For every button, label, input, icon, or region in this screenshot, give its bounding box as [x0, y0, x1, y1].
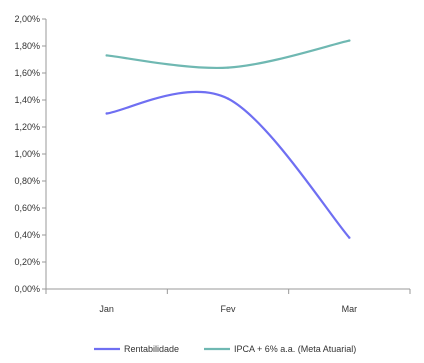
- x-axis: Jan Fev Mar: [45, 288, 411, 314]
- y-tick-label: 0,60%: [14, 203, 40, 213]
- y-tick-label: 0,80%: [14, 176, 40, 186]
- y-tick-label: 1,20%: [14, 122, 40, 132]
- legend: Rentabilidade IPCA + 6% a.a. (Meta Atuari…: [94, 344, 356, 354]
- y-tick-label: 0,40%: [14, 230, 40, 240]
- series-line-1: [106, 90, 351, 239]
- y-tick-label: 0,20%: [14, 257, 40, 267]
- y-tick-label: 1,60%: [14, 68, 40, 78]
- data-point-s2-fev: [226, 66, 230, 69]
- y-tick-label: 1,80%: [14, 41, 40, 51]
- data-point-s1-jan: [105, 112, 108, 115]
- data-point-s1-mar: [348, 236, 351, 239]
- data-point-s2-jan: [105, 54, 108, 57]
- series-line-2: [106, 39, 350, 70]
- y-tick-label: 1,40%: [14, 95, 40, 105]
- x-tick-label: Mar: [342, 304, 358, 314]
- legend-label-2: IPCA + 6% a.a. (Meta Atuarial): [234, 344, 356, 354]
- y-tick-label: 1,00%: [14, 149, 40, 159]
- y-tick-label: 2,00%: [14, 14, 40, 24]
- y-tick-label: 0,00%: [14, 284, 40, 294]
- series-lines: [105, 39, 351, 239]
- y-axis: 0,00% 0,20% 0,40% 0,60% 0,80% 1,00% 1,20% 1,40%…: [14, 14, 47, 294]
- legend-label-1: Rentabilidade: [124, 344, 179, 354]
- x-tick-label: Jan: [99, 304, 114, 314]
- data-point-s2-mar: [348, 39, 351, 42]
- x-tick-label: Fev: [220, 304, 236, 314]
- data-point-s1-fev: [226, 97, 230, 100]
